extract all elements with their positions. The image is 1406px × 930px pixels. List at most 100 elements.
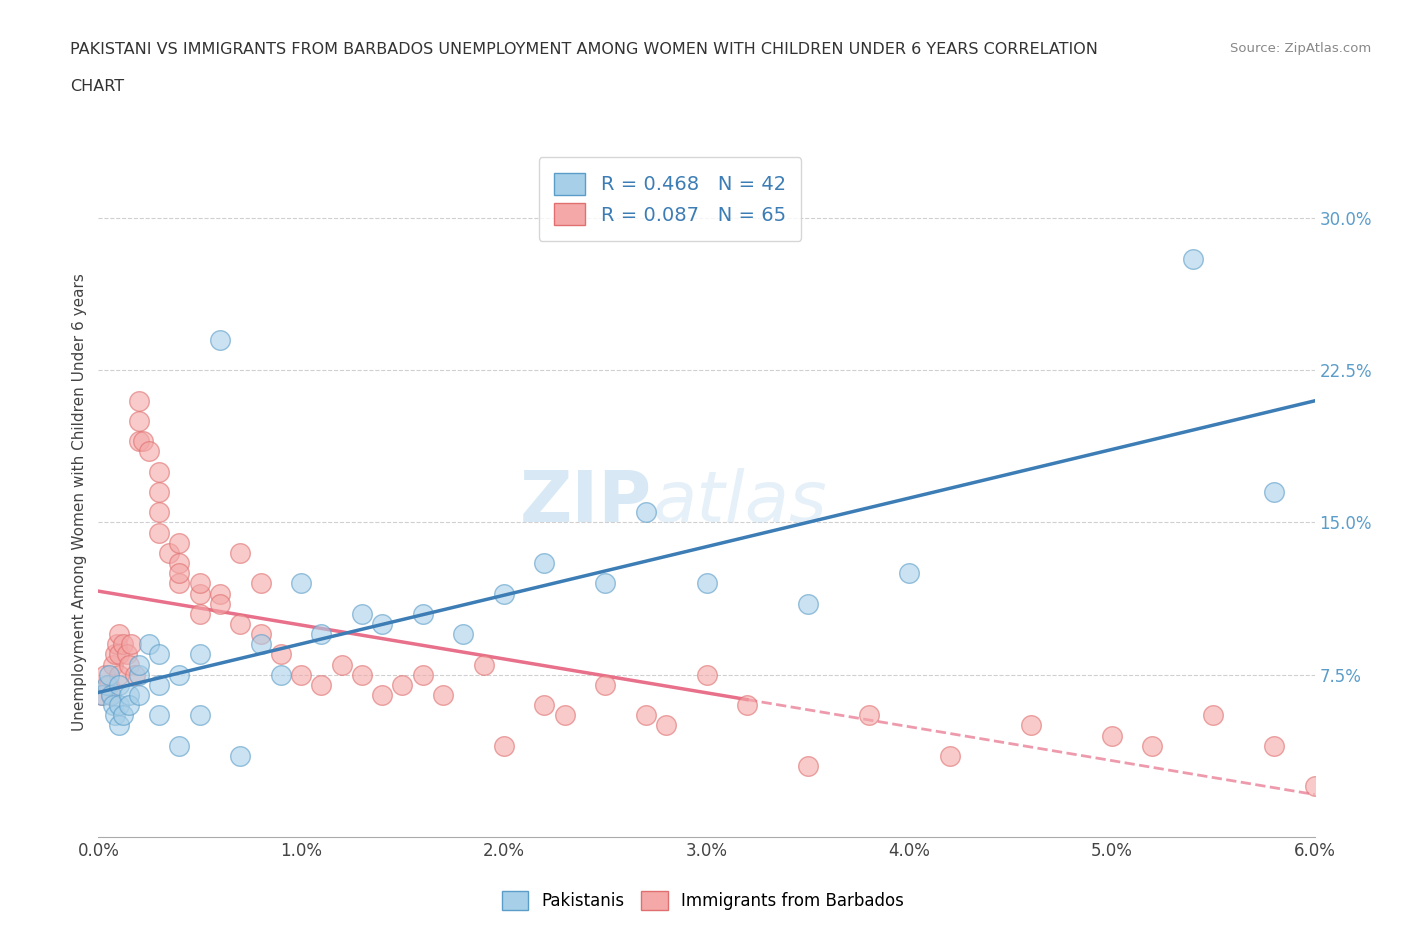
Point	[412, 606, 434, 621]
Point	[100, 687, 122, 702]
Point	[97, 677, 120, 692]
Point	[132, 434, 155, 449]
Point	[350, 667, 373, 682]
Point	[107, 698, 129, 712]
Legend: R = 0.468   N = 42, R = 0.087   N = 65: R = 0.468 N = 42, R = 0.087 N = 65	[538, 157, 801, 241]
Point	[492, 586, 515, 601]
Point	[111, 637, 134, 652]
Point	[169, 576, 191, 591]
Point	[138, 637, 160, 652]
Legend: Pakistanis, Immigrants from Barbados: Pakistanis, Immigrants from Barbados	[495, 884, 911, 917]
Point	[104, 647, 127, 662]
Point	[96, 677, 118, 692]
Point	[249, 627, 271, 642]
Point	[104, 708, 127, 723]
Point	[107, 647, 129, 662]
Point	[391, 677, 413, 692]
Point	[138, 444, 160, 458]
Point	[169, 667, 191, 682]
Point	[128, 434, 150, 449]
Point	[371, 617, 394, 631]
Point	[148, 525, 170, 540]
Point	[735, 698, 758, 712]
Point	[118, 698, 141, 712]
Point	[797, 759, 820, 774]
Text: CHART: CHART	[70, 79, 124, 94]
Point	[412, 667, 434, 682]
Point	[91, 687, 114, 702]
Point	[249, 637, 271, 652]
Point	[290, 667, 312, 682]
Point	[188, 606, 211, 621]
Point	[128, 687, 150, 702]
Point	[1202, 708, 1225, 723]
Point	[107, 627, 129, 642]
Point	[209, 586, 232, 601]
Point	[188, 576, 211, 591]
Point	[188, 647, 211, 662]
Point	[1263, 485, 1285, 499]
Point	[148, 505, 170, 520]
Point	[655, 718, 678, 733]
Point	[148, 708, 170, 723]
Point	[696, 667, 718, 682]
Point	[124, 667, 146, 682]
Point	[128, 393, 150, 408]
Point	[1263, 738, 1285, 753]
Point	[128, 658, 150, 672]
Point	[432, 687, 454, 702]
Point	[311, 627, 333, 642]
Point	[120, 637, 142, 652]
Point	[371, 687, 394, 702]
Point	[118, 658, 141, 672]
Point	[188, 586, 211, 601]
Point	[311, 677, 333, 692]
Point	[128, 667, 150, 682]
Point	[107, 667, 129, 682]
Point	[169, 536, 191, 551]
Point	[453, 627, 475, 642]
Point	[91, 687, 114, 702]
Point	[209, 596, 232, 611]
Point	[128, 414, 150, 429]
Point	[492, 738, 515, 753]
Point	[858, 708, 880, 723]
Point	[148, 464, 170, 479]
Point	[270, 667, 292, 682]
Point	[105, 637, 128, 652]
Y-axis label: Unemployment Among Women with Children Under 6 years: Unemployment Among Women with Children U…	[72, 273, 87, 731]
Point	[101, 698, 124, 712]
Point	[1101, 728, 1123, 743]
Point	[1303, 778, 1326, 793]
Point	[118, 687, 141, 702]
Point	[229, 546, 252, 561]
Point	[169, 565, 191, 580]
Point	[100, 687, 122, 702]
Point	[270, 647, 292, 662]
Point	[209, 332, 232, 347]
Point	[533, 698, 555, 712]
Point	[533, 555, 555, 570]
Point	[593, 677, 616, 692]
Point	[290, 576, 312, 591]
Point	[696, 576, 718, 591]
Point	[634, 708, 657, 723]
Point	[148, 485, 170, 499]
Text: PAKISTANI VS IMMIGRANTS FROM BARBADOS UNEMPLOYMENT AMONG WOMEN WITH CHILDREN UND: PAKISTANI VS IMMIGRANTS FROM BARBADOS UN…	[70, 42, 1098, 57]
Point	[554, 708, 576, 723]
Point	[101, 658, 124, 672]
Point	[939, 749, 962, 764]
Point	[1142, 738, 1164, 753]
Point	[169, 555, 191, 570]
Point	[1019, 718, 1042, 733]
Point	[148, 647, 170, 662]
Point	[115, 647, 138, 662]
Text: Source: ZipAtlas.com: Source: ZipAtlas.com	[1230, 42, 1371, 55]
Point	[229, 749, 252, 764]
Point	[97, 667, 120, 682]
Point	[634, 505, 657, 520]
Point	[148, 677, 170, 692]
Point	[898, 565, 921, 580]
Point	[107, 718, 129, 733]
Point	[93, 667, 115, 682]
